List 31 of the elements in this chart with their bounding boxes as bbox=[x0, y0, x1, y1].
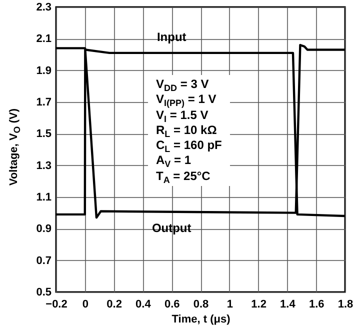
x-tick-label: 1 bbox=[226, 298, 233, 310]
annotation: T$_{A}$ = 25°C bbox=[156, 168, 210, 185]
x-tick-label: −0.2 bbox=[46, 298, 68, 310]
series-label: Input bbox=[156, 30, 186, 44]
y-tick-label: 1.5 bbox=[36, 128, 52, 140]
y-tick-label: 0.9 bbox=[36, 223, 52, 236]
y-tick-label: 1.3 bbox=[36, 160, 52, 172]
annotation: V$_{I}$ = 1.5 V bbox=[156, 108, 208, 124]
x-tick-label: 1.2 bbox=[251, 298, 266, 310]
y-tick-label: 0.5 bbox=[36, 286, 52, 298]
x-tick-label: 0.4 bbox=[136, 298, 152, 310]
x-tick-label: 1.6 bbox=[308, 298, 324, 310]
series-label: Output bbox=[152, 220, 192, 235]
x-tick-label: 0.8 bbox=[193, 298, 209, 310]
annotation: V$_{I(PP)}$ = 1 V bbox=[156, 92, 216, 108]
x-tick-label: 1.4 bbox=[280, 298, 296, 310]
y-tick-label: 1.1 bbox=[36, 192, 52, 204]
y-tick-label: 1.9 bbox=[36, 64, 52, 77]
annotation: A$_{V}$ = 1 bbox=[156, 153, 192, 170]
y-tick-label: 2.1 bbox=[36, 33, 52, 46]
y-tick-label: 0.7 bbox=[36, 254, 52, 267]
annotation: C$_{L}$ = 160 pF bbox=[156, 138, 222, 154]
y-tick-label: 1.7 bbox=[36, 96, 52, 108]
x-tick-label: 1.8 bbox=[338, 298, 354, 310]
x-tick-label: 0.6 bbox=[164, 298, 180, 310]
x-tick-label: 0.2 bbox=[106, 298, 122, 310]
y-tick-label: 2.3 bbox=[36, 2, 52, 14]
x-tick-label: 0 bbox=[82, 298, 88, 310]
x-axis-title: Time, t (μs) bbox=[172, 314, 231, 326]
annotation: V$_{DD}$ = 3 V bbox=[156, 77, 209, 93]
annotation: R$_{L}$ = 10 kΩ bbox=[156, 122, 217, 139]
